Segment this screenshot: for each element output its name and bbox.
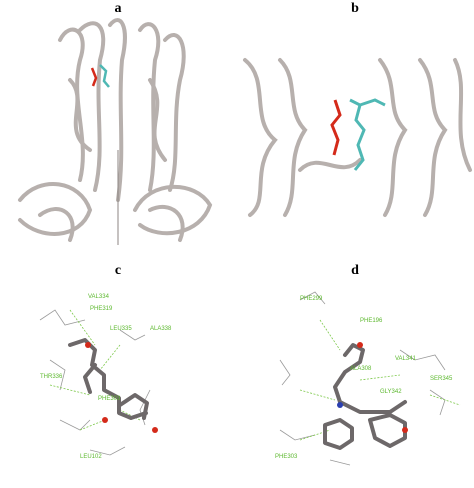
residue-label: PHE303 — [98, 396, 121, 402]
panel-d-image — [279, 291, 461, 466]
residue-label: SER345 — [430, 376, 453, 382]
residue-label: PHE319 — [90, 306, 113, 312]
residue-label: VAL334 — [88, 294, 110, 300]
residue-label: LEU335 — [110, 326, 132, 332]
panel-b-image — [238, 55, 474, 218]
panel-label: d — [351, 263, 359, 278]
residue-label: PHE303 — [275, 454, 298, 460]
residue-label: LEU102 — [80, 454, 102, 460]
panel-c-image — [39, 309, 158, 456]
residue-label: VAL341 — [395, 356, 417, 362]
residue-label: GLY342 — [380, 389, 402, 395]
residue-label: THR336 — [40, 374, 63, 380]
residue-label: ALA308 — [350, 366, 372, 372]
panel-a-image — [18, 18, 213, 245]
panel-label: c — [115, 263, 121, 278]
residue-label: ALA338 — [150, 326, 172, 332]
residue-label: PHE299 — [300, 296, 323, 302]
residue-label: PHE196 — [360, 318, 383, 324]
panel-label: a — [115, 1, 122, 16]
panel-label: b — [351, 1, 359, 16]
